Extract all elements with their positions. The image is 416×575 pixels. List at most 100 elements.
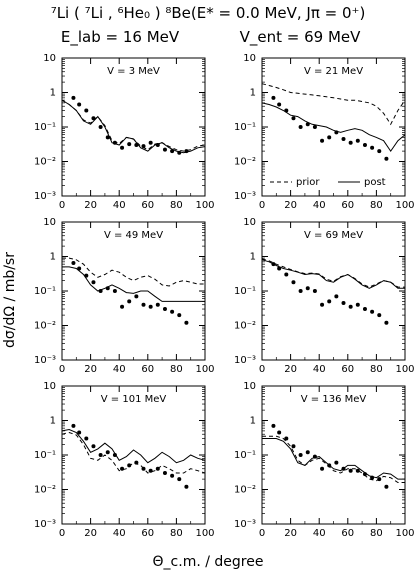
data-point [377,313,382,318]
data-point [384,484,389,489]
data-point [271,95,276,100]
curve-post [61,428,206,464]
data-point [112,289,117,293]
data-point [291,116,296,121]
curve-post [62,266,205,302]
x-tick-label: 0 [59,200,65,211]
y-tick-label: 1 [250,416,256,427]
data-point [112,453,117,457]
curve-post [261,259,405,289]
x-tick-label: 40 [313,364,326,375]
data-point [184,149,189,154]
data-point [134,460,139,465]
data-point [348,468,353,473]
y-tick-label: 10⁻¹ [34,286,56,297]
data-point [155,302,160,307]
y-tick-label: 1 [50,416,56,427]
data-point [98,125,103,129]
data-point [355,468,360,473]
data-point [170,309,175,314]
curve-prior [262,435,405,483]
panel-label: V = 49 MeV [104,230,163,241]
data-point [134,294,139,299]
data-point [77,430,82,435]
data-point [334,130,339,135]
x-tick-label: 100 [195,528,214,539]
data-point [284,272,289,277]
data-point [120,145,125,150]
data-point [291,280,296,285]
data-point [377,149,382,154]
curve-prior [62,257,205,287]
y-tick-label: 10⁻² [34,485,56,496]
x-tick-label: 20 [84,364,97,375]
data-point [127,299,132,304]
data-point [277,430,282,435]
data-point [105,286,110,291]
y-tick-label: 10⁻² [234,157,256,168]
data-point [155,466,160,471]
data-point [362,472,367,477]
y-tick-label: 10⁻³ [234,355,256,366]
panel-label: V = 69 MeV [304,230,363,241]
y-tick-label: 1 [250,252,256,263]
x-tick-label: 80 [170,364,183,375]
y-tick-label: 10 [243,217,256,228]
x-tick-label: 60 [141,528,154,539]
y-tick-label: 1 [50,88,56,99]
panel-label: V = 21 MeV [304,66,363,77]
curve-post [262,438,405,480]
x-tick-label: 60 [141,200,154,211]
legend-prior-label: prior [296,177,320,188]
data-point [84,108,89,113]
data-point [77,266,82,271]
y-tick-label: 10 [243,381,256,392]
data-point [320,466,325,471]
y-tick-label: 10⁻¹ [34,122,56,133]
x-tick-label: 100 [195,200,214,211]
header-vent: V_ent = 69 MeV [240,28,362,47]
data-point [355,138,360,143]
data-point [305,122,310,127]
data-point [105,135,110,140]
data-point [177,150,182,155]
plot-frame [261,221,406,361]
panel-label: V = 136 MeV [301,394,367,405]
y-tick-label: 10⁻¹ [234,286,256,297]
data-point [348,140,353,145]
plot-frame [261,57,406,197]
x-tick-label: 80 [170,528,183,539]
y-tick-label: 10⁻¹ [34,450,56,461]
data-point [298,125,303,129]
y-tick-label: 10⁻² [34,321,56,332]
x-tick-label: 80 [170,200,183,211]
y-tick-label: 10⁻³ [34,355,56,366]
data-point [71,260,76,265]
x-tick-label: 100 [395,364,414,375]
data-point [98,289,103,293]
data-point [334,460,339,465]
x-tick-label: 60 [341,200,354,211]
data-point [298,289,303,293]
data-point [120,466,125,471]
data-point [141,302,146,307]
data-point [284,108,289,113]
legend-post-label: post [364,177,386,188]
data-point [305,286,310,291]
data-point [120,304,125,309]
data-point [71,95,76,100]
data-point [312,125,317,129]
plot-frame [61,385,206,525]
data-point [370,309,375,314]
x-tick-label: 20 [284,200,297,211]
y-tick-label: 10⁻² [234,321,256,332]
data-point [377,477,382,482]
data-point [348,304,353,309]
y-tick-label: 10 [43,381,56,392]
data-point [271,423,276,428]
x-tick-label: 40 [113,364,126,375]
